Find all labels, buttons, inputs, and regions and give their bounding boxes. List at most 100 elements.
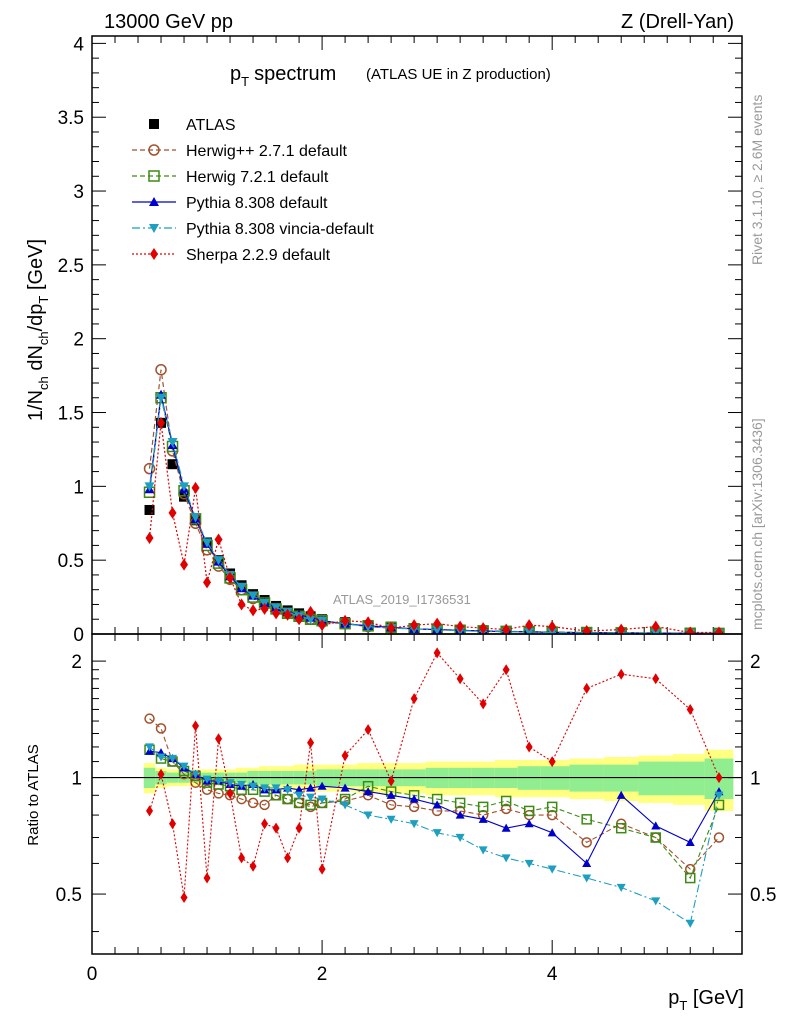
ratio-ytick-label-right: 1 <box>750 769 761 790</box>
ratio-point <box>548 756 556 768</box>
ratio-point <box>715 772 723 784</box>
ratio-series <box>144 647 725 928</box>
title-word: spectrum <box>254 63 336 85</box>
ratio-point <box>168 754 178 764</box>
ratio-point <box>546 801 558 813</box>
ratio-point <box>340 801 350 810</box>
main-title: pT spectrum (ATLAS UE in Z production) <box>230 63 551 89</box>
data-point <box>155 363 167 376</box>
ratio-sherpa-2-2-9-default <box>146 647 723 903</box>
ratio-point <box>294 791 304 800</box>
ratio-point <box>203 872 211 884</box>
ratio-point <box>214 777 224 786</box>
ratio-point <box>455 810 465 819</box>
ratio-point <box>500 795 512 807</box>
ratio-point <box>215 733 223 745</box>
legend-entry: Herwig 7.2.1 default <box>132 169 329 186</box>
ratio-point <box>616 883 626 892</box>
main-series <box>143 363 725 634</box>
ratio-point <box>686 703 694 715</box>
ratio-xlabel: pT [GeV] <box>668 987 744 1013</box>
data-point <box>306 605 315 618</box>
ratio-point <box>259 799 270 811</box>
ratio-point <box>295 822 303 834</box>
ratio-ytick-label: 0.5 <box>56 885 82 906</box>
ratio-point <box>478 814 488 823</box>
data-point <box>502 623 511 634</box>
ratio-point <box>386 815 396 824</box>
header-left: 13000 GeV pp <box>104 11 233 33</box>
ratio-point <box>433 647 441 659</box>
data-point <box>157 416 166 429</box>
data-point <box>456 620 465 633</box>
ratio-point <box>386 790 396 799</box>
ratio-point <box>341 750 349 762</box>
ratio-xtick-label: 2 <box>317 964 328 985</box>
main-ytick-label: 2.5 <box>58 256 84 277</box>
legend-marker <box>148 170 160 182</box>
band-inner <box>672 761 705 796</box>
ratio-point <box>238 852 246 864</box>
data-point <box>249 604 258 617</box>
ratio-point <box>583 682 591 694</box>
ratio-point <box>501 854 511 863</box>
data-point <box>479 622 488 634</box>
ratio-point <box>547 865 557 874</box>
data-point <box>651 620 660 633</box>
ratio-point <box>432 829 442 838</box>
legend-marker <box>148 144 160 156</box>
data-point <box>525 619 534 632</box>
ratio-point <box>409 820 419 829</box>
ratio-point <box>582 858 592 868</box>
ratio-point <box>363 787 373 796</box>
ratio-point <box>615 822 627 834</box>
title-extra: (ATLAS UE in Z production) <box>366 66 551 83</box>
ratio-point <box>192 720 200 732</box>
legend-label: Pythia 8.308 vincia-default <box>186 221 374 238</box>
legend-entry: ATLAS <box>149 117 236 134</box>
legend-marker <box>149 224 159 233</box>
rivet-version-label: Rivet 3.1.10, ≥ 2.6M events <box>749 95 765 265</box>
data-point <box>143 462 156 475</box>
main-ytick-label: 3.5 <box>58 108 84 129</box>
data-point <box>432 625 443 634</box>
ratio-point <box>685 837 695 846</box>
ratio-point <box>340 783 350 792</box>
legend: ATLAS Herwig++ 2.7.1 default Herwig 7.2.1 … <box>132 117 374 264</box>
ratio-point <box>456 673 464 685</box>
ratio-point <box>546 809 558 821</box>
ratio-point <box>547 828 557 837</box>
ratio-point <box>478 846 488 855</box>
data-point <box>179 491 190 502</box>
data-point <box>144 482 155 492</box>
ratio-point <box>237 780 247 789</box>
legend-label: Pythia 8.308 default <box>186 195 328 212</box>
data-point <box>202 538 213 548</box>
ratio-point <box>202 775 212 784</box>
legend-entry: Pythia 8.308 default <box>132 195 328 212</box>
data-point <box>364 616 373 629</box>
ratio-pythia-8-308-vincia-default <box>145 743 724 928</box>
ratio-point <box>294 785 304 794</box>
data-point <box>318 619 327 632</box>
title-sub-t: T <box>241 74 249 89</box>
data-point <box>387 622 396 634</box>
ratio-point <box>651 821 661 830</box>
ratio-point <box>713 832 725 843</box>
ratio-point <box>271 784 281 793</box>
ratio-point <box>524 859 534 868</box>
ratio-frame <box>91 633 743 955</box>
legend-label: Herwig 7.2.1 default <box>186 169 329 186</box>
data-point <box>236 582 247 592</box>
ratio-point <box>582 874 592 883</box>
ratio-point <box>409 794 419 803</box>
ratio-ytick-label: 1 <box>71 769 82 790</box>
ratio-point <box>306 783 316 792</box>
ratio-point <box>201 784 213 796</box>
main-ytick-label: 1.5 <box>58 404 84 425</box>
ratio-point <box>385 799 397 811</box>
data-point <box>144 504 155 515</box>
ratio-point <box>387 775 395 787</box>
ratio-point <box>523 805 535 817</box>
data-point <box>179 482 190 492</box>
